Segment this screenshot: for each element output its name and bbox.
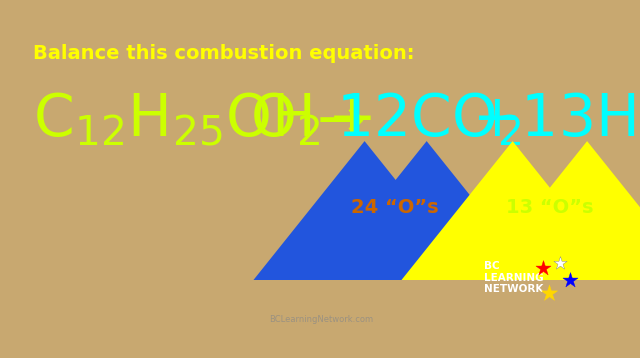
Point [544, 290, 554, 296]
Text: BCLearningNetwork.com: BCLearningNetwork.com [269, 315, 374, 324]
Text: $\mathsf{O_2}$: $\mathsf{O_2}$ [250, 91, 321, 148]
Text: $\rightarrow$: $\rightarrow$ [305, 91, 365, 148]
Text: 24 “O”s: 24 “O”s [351, 198, 439, 217]
Text: BC
LEARNING
NETWORK: BC LEARNING NETWORK [484, 261, 543, 295]
Text: $\mathsf{C_{12}H_{25}OH+}$: $\mathsf{C_{12}H_{25}OH+}$ [33, 91, 372, 148]
Text: 13 “O”s: 13 “O”s [506, 198, 593, 217]
Text: $\mathsf{12CO_2}$: $\mathsf{12CO_2}$ [336, 91, 522, 148]
Point [538, 265, 548, 270]
Point [564, 277, 575, 283]
Text: $\mathsf{+13H_2O}$: $\mathsf{+13H_2O}$ [472, 91, 640, 148]
Text: Balance this combustion equation:: Balance this combustion equation: [33, 44, 415, 63]
Point [556, 261, 566, 266]
